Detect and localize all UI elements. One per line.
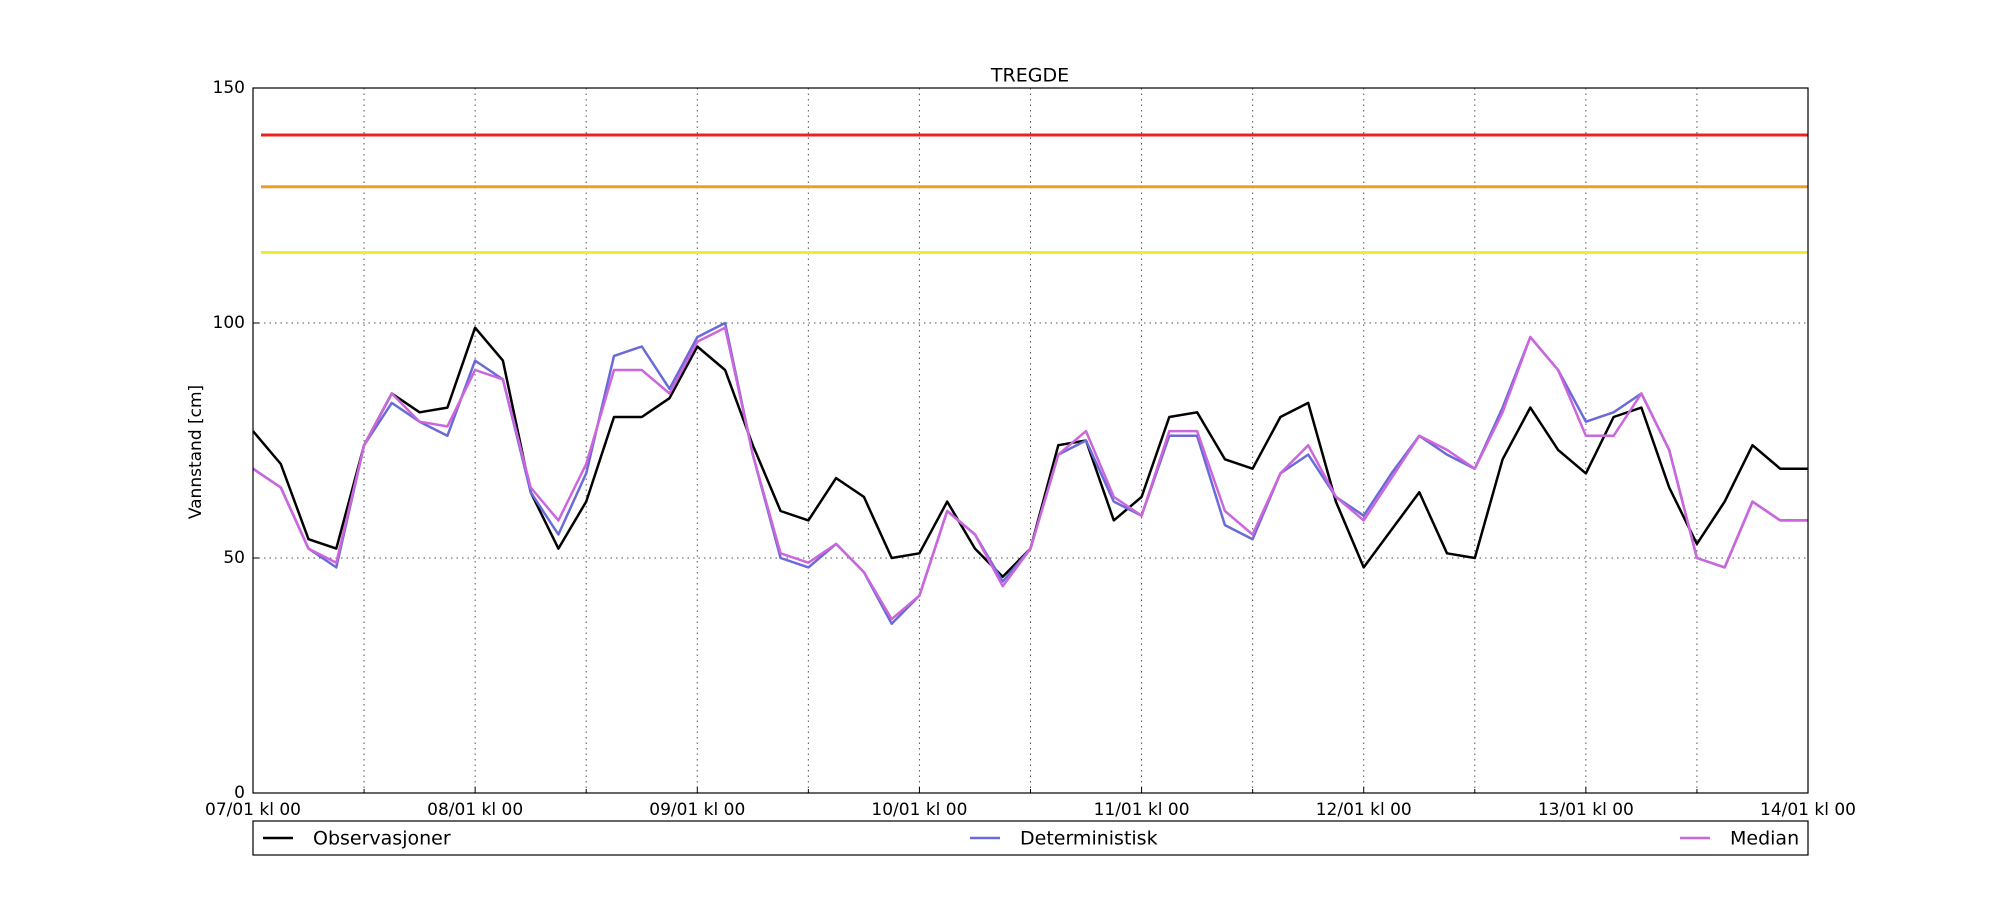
legend-label: Observasjoner [313,828,451,850]
legend-label: Deterministisk [1020,828,1158,850]
x-tick-label: 12/01 kl 00 [1316,800,1412,820]
y-tick-label: 50 [223,548,245,568]
x-tick-label: 07/01 kl 00 [205,800,301,820]
x-tick-label: 08/01 kl 00 [427,800,523,820]
y-tick-label: 0 [234,783,245,803]
y-tick-label: 100 [213,313,245,333]
x-tick-label: 11/01 kl 00 [1094,800,1190,820]
chart-title: TREGDE [990,65,1069,87]
legend-label: Median [1730,828,1799,850]
legend [252,820,1809,856]
x-tick-label: 09/01 kl 00 [649,800,745,820]
y-axis-label: Vannstand [cm] [186,385,206,519]
x-tick-label: 14/01 kl 00 [1760,800,1856,820]
plot-frame [252,87,1809,794]
x-tick-label: 13/01 kl 00 [1538,800,1634,820]
series-line [252,326,1808,621]
x-tick-label: 10/01 kl 00 [871,800,967,820]
y-tick-label: 150 [213,78,245,98]
